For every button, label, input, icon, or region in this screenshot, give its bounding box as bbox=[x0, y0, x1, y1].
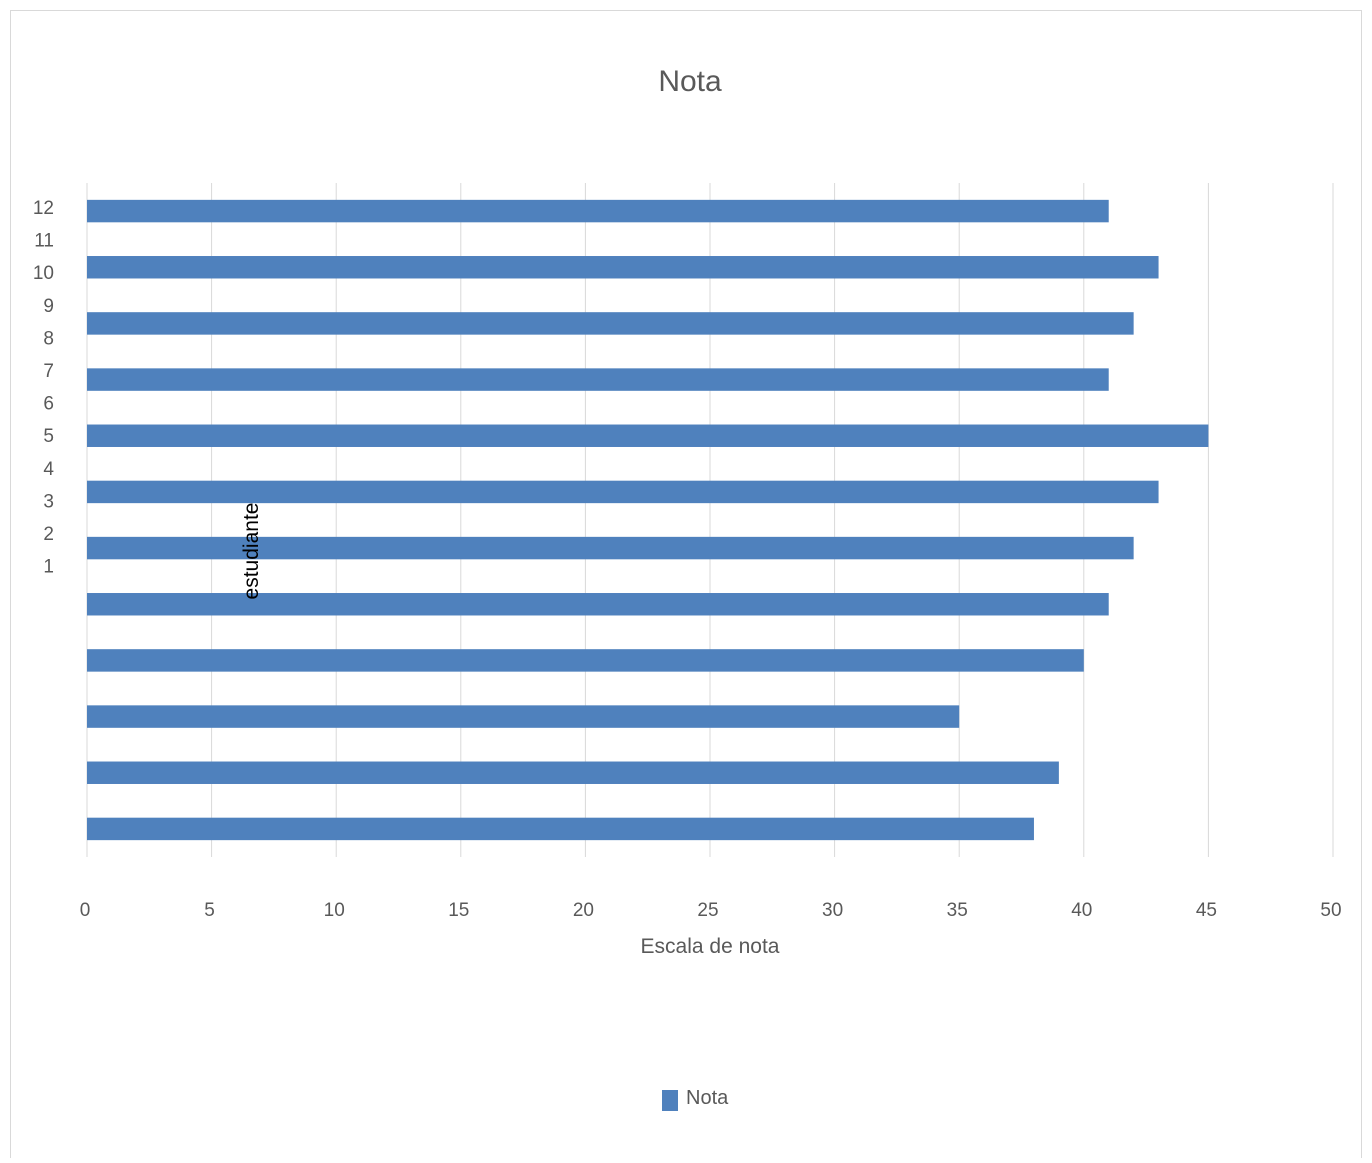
legend-label: Nota bbox=[686, 1087, 729, 1109]
bar bbox=[87, 368, 1109, 391]
y-tick-label: 12 bbox=[33, 198, 54, 219]
bar bbox=[87, 256, 1159, 279]
x-tick-label: 15 bbox=[448, 900, 469, 921]
y-tick-label: 8 bbox=[43, 328, 54, 349]
legend: Nota bbox=[662, 1087, 729, 1111]
bar bbox=[87, 761, 1059, 784]
bar bbox=[87, 536, 1134, 560]
x-tick-labels: 0 5 10 15 20 25 30 35 40 45 50 bbox=[80, 900, 1342, 921]
x-tick-label: 5 bbox=[204, 900, 215, 921]
x-tick-label: 20 bbox=[573, 900, 594, 921]
x-tick-label: 30 bbox=[822, 900, 843, 921]
y-tick-label: 1 bbox=[43, 557, 54, 578]
y-axis-title: estudiante bbox=[240, 503, 263, 600]
x-tick-label: 45 bbox=[1196, 900, 1217, 921]
bar bbox=[87, 593, 1109, 616]
bar bbox=[87, 705, 960, 728]
bar bbox=[87, 817, 1034, 841]
y-tick-label: 10 bbox=[33, 263, 54, 284]
bar bbox=[87, 312, 1134, 335]
y-tick-label: 2 bbox=[43, 524, 54, 545]
x-tick-label: 25 bbox=[697, 900, 718, 921]
y-tick-label: 4 bbox=[43, 459, 54, 480]
bar bbox=[87, 199, 1109, 223]
chart-title: Nota bbox=[658, 65, 722, 98]
x-tick-label: 0 bbox=[80, 900, 91, 921]
bar bbox=[87, 649, 1084, 672]
y-tick-label: 3 bbox=[43, 491, 54, 512]
bar bbox=[87, 480, 1159, 504]
x-tick-label: 35 bbox=[947, 900, 968, 921]
y-tick-label: 7 bbox=[43, 361, 54, 382]
legend-swatch bbox=[662, 1090, 678, 1111]
x-tick-label: 50 bbox=[1320, 900, 1341, 921]
y-tick-label: 11 bbox=[34, 231, 54, 252]
bars bbox=[87, 199, 1209, 841]
bar bbox=[87, 424, 1209, 447]
x-tick-label: 40 bbox=[1071, 900, 1092, 921]
x-axis-title: Escala de nota bbox=[641, 935, 780, 958]
y-tick-label: 9 bbox=[43, 296, 54, 317]
gridlines bbox=[86, 183, 1334, 857]
x-tick-label: 10 bbox=[324, 900, 345, 921]
y-tick-label: 6 bbox=[43, 394, 54, 415]
y-tick-label: 5 bbox=[43, 426, 54, 447]
